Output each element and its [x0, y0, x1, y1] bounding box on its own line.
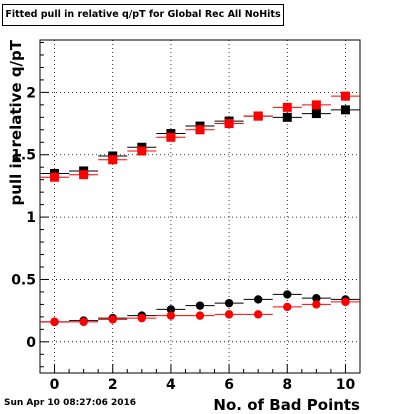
- data-point-circle: [195, 311, 205, 320]
- y-tick-label: 0: [26, 335, 36, 351]
- grid-lines: [40, 40, 360, 373]
- series-0: [40, 105, 360, 178]
- x-tick-label: 6: [224, 377, 234, 393]
- data-point-circle: [312, 293, 321, 303]
- data-point-circle: [137, 313, 147, 323]
- data-point-square: [282, 112, 292, 122]
- data-point-circle: [224, 310, 234, 319]
- tick-labels: 0 2 4 6 8 10 0 0.5 1 1.5 2: [11, 85, 355, 393]
- date-stamp: Sun Apr 10 08:27:06 2016: [4, 398, 137, 408]
- data-point-square: [340, 105, 350, 115]
- series-2: [40, 290, 360, 327]
- data-point-square: [311, 109, 321, 119]
- plot-frame: [39, 39, 361, 374]
- series-3: [40, 297, 360, 327]
- data-point-circle: [312, 300, 321, 309]
- data-point-square: [137, 146, 147, 156]
- x-tick-label: 10: [336, 377, 356, 393]
- data-point-circle: [283, 302, 292, 312]
- data-point-circle: [224, 298, 234, 308]
- x-axis-label: No. of Bad Points: [213, 396, 360, 414]
- data-point-square: [108, 155, 118, 165]
- data-point-square: [340, 91, 350, 101]
- y-tick-label: 1: [26, 210, 36, 226]
- data-point-square: [195, 125, 205, 135]
- data-point-square: [79, 170, 89, 180]
- data-point-square: [50, 172, 60, 182]
- data-point-circle: [253, 310, 263, 319]
- data-point-square: [253, 111, 263, 121]
- data-point-circle: [50, 317, 59, 327]
- data-point-square: [282, 102, 292, 112]
- data-point-circle: [108, 315, 117, 324]
- data-point-circle: [79, 317, 88, 327]
- y-tick-label: 1.5: [11, 148, 36, 164]
- data-point-square: [311, 100, 321, 110]
- x-tick-label: 8: [282, 377, 292, 393]
- data-point-circle: [341, 297, 350, 307]
- data-point-circle: [166, 311, 176, 320]
- axis-ticks: [39, 41, 361, 373]
- series-1: [40, 91, 360, 182]
- y-tick-label: 2: [26, 85, 36, 101]
- data-point-circle: [166, 305, 176, 314]
- chart-title: Fitted pull in relative q/pT for Global …: [2, 4, 284, 26]
- data-point-square: [224, 119, 234, 129]
- data-point-circle: [283, 290, 292, 299]
- data-point-circle: [253, 295, 263, 304]
- y-axis-label: pull in relative q/pT: [7, 39, 25, 205]
- data-point-circle: [195, 301, 205, 310]
- x-tick-label: 2: [108, 377, 118, 393]
- y-tick-label: 0.5: [11, 272, 36, 288]
- x-tick-label: 0: [50, 377, 60, 393]
- data-marks: [40, 91, 360, 327]
- x-tick-label: 4: [166, 377, 176, 393]
- data-point-square: [166, 132, 176, 142]
